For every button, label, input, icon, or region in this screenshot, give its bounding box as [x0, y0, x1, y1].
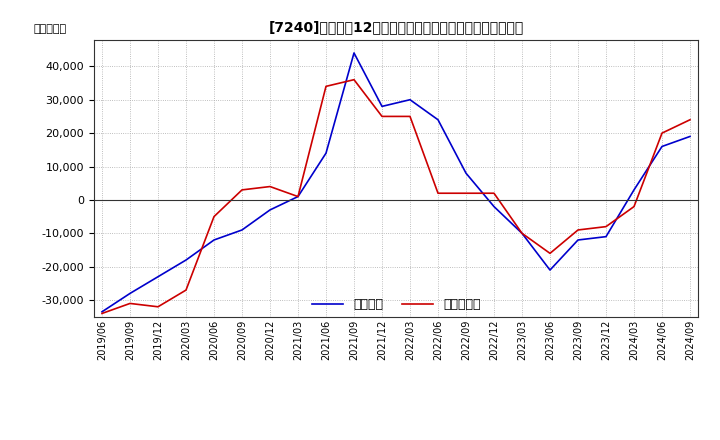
- 当期純利益: [405, 114, 414, 119]
- 当期純利益: [630, 204, 639, 209]
- 当期純利益: [322, 84, 330, 89]
- 経常利益: [657, 144, 666, 149]
- 経常利益: [98, 309, 107, 315]
- 当期純利益: [181, 287, 190, 293]
- 当期純利益: [350, 77, 359, 82]
- Legend: 経常利益, 当期純利益: 経常利益, 当期純利益: [307, 293, 485, 316]
- 当期純利益: [378, 114, 387, 119]
- 当期純利益: [657, 131, 666, 136]
- 経常利益: [294, 194, 302, 199]
- 経常利益: [238, 227, 246, 233]
- 当期純利益: [238, 187, 246, 193]
- 当期純利益: [518, 231, 526, 236]
- 当期純利益: [602, 224, 611, 229]
- 当期純利益: [490, 191, 498, 196]
- 経常利益: [153, 274, 162, 279]
- 当期純利益: [685, 117, 694, 122]
- 当期純利益: [294, 194, 302, 199]
- 経常利益: [602, 234, 611, 239]
- 経常利益: [462, 171, 470, 176]
- 経常利益: [405, 97, 414, 103]
- 経常利益: [322, 150, 330, 156]
- 当期純利益: [574, 227, 582, 233]
- 当期純利益: [126, 301, 135, 306]
- 経常利益: [433, 117, 442, 122]
- 当期純利益: [210, 214, 218, 219]
- 経常利益: [685, 134, 694, 139]
- 経常利益: [546, 268, 554, 273]
- 当期純利益: [462, 191, 470, 196]
- 経常利益: [630, 187, 639, 193]
- Line: 経常利益: 経常利益: [102, 53, 690, 312]
- Line: 当期純利益: 当期純利益: [102, 80, 690, 313]
- Text: （百万円）: （百万円）: [33, 24, 66, 34]
- 経常利益: [126, 291, 135, 296]
- 当期純利益: [153, 304, 162, 309]
- Title: [7240]　利益の12か月移動合計の対前年同期増減額の推移: [7240] 利益の12か月移動合計の対前年同期増減額の推移: [269, 20, 523, 34]
- 当期純利益: [546, 251, 554, 256]
- 経常利益: [181, 257, 190, 263]
- 当期純利益: [266, 184, 274, 189]
- 当期純利益: [433, 191, 442, 196]
- 経常利益: [378, 104, 387, 109]
- 経常利益: [210, 237, 218, 242]
- 経常利益: [574, 237, 582, 242]
- 経常利益: [490, 204, 498, 209]
- 経常利益: [518, 231, 526, 236]
- 経常利益: [350, 50, 359, 55]
- 当期純利益: [98, 311, 107, 316]
- 経常利益: [266, 207, 274, 213]
